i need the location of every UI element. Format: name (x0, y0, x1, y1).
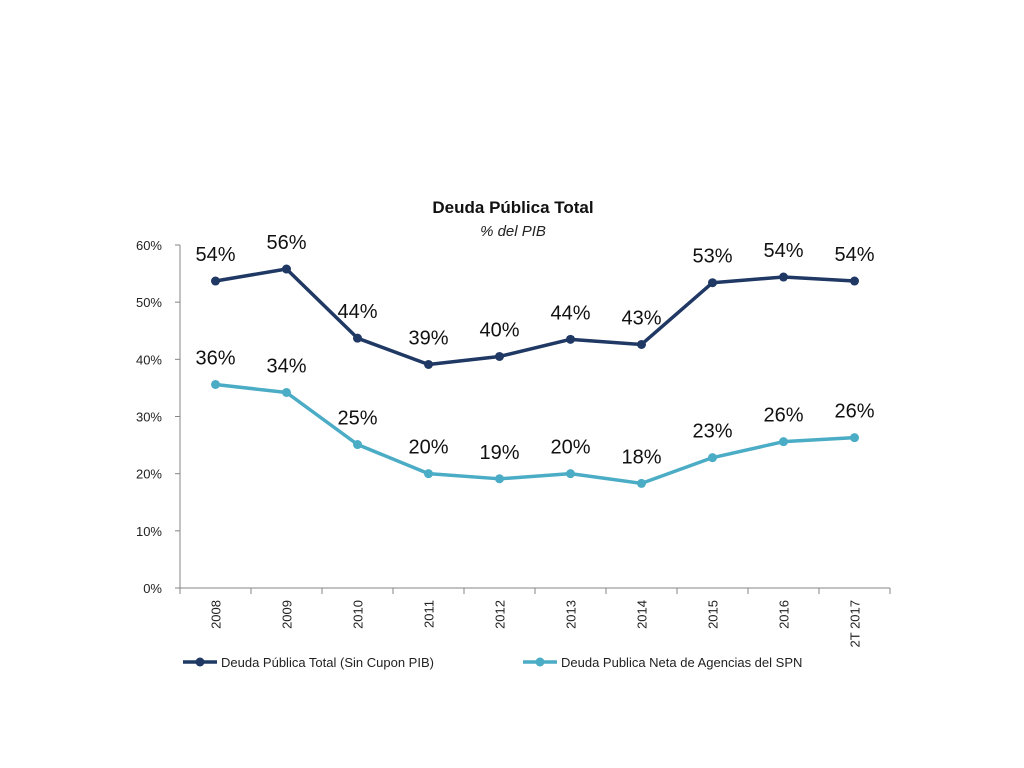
data-label: 20% (408, 437, 448, 459)
data-point (779, 437, 788, 447)
data-label: 44% (550, 302, 590, 324)
series-line-1 (213, 267, 857, 367)
x-tick-label: 2011 (422, 600, 437, 628)
y-tick-label: 10% (136, 524, 162, 539)
series-line-2 (213, 382, 857, 486)
data-point (211, 276, 220, 286)
data-label: 43% (621, 307, 661, 329)
data-point (353, 333, 362, 343)
data-label: 36% (195, 347, 235, 369)
chart-title: Deuda Pública Total (432, 198, 593, 217)
x-tick-label: 2016 (777, 600, 792, 629)
y-tick-label: 50% (136, 295, 162, 310)
data-label: 44% (337, 301, 377, 323)
x-tick-label: 2013 (564, 600, 579, 629)
y-axis: 0% 10% 20% 30% 40% 50% 60% (136, 238, 181, 596)
data-label: 23% (692, 421, 732, 443)
legend-swatch-marker (195, 657, 205, 667)
x-tick-label: 2010 (351, 600, 366, 629)
x-tick-label: 2015 (706, 600, 721, 629)
data-label: 56% (266, 232, 306, 254)
data-point (495, 474, 504, 484)
x-tick-label: 2008 (209, 600, 224, 629)
data-label: 26% (834, 401, 874, 423)
data-point (708, 278, 717, 288)
data-point (850, 276, 859, 286)
x-tick-label: 2012 (493, 600, 508, 629)
y-tick-label: 40% (136, 352, 162, 367)
data-point (779, 272, 788, 282)
data-label: 34% (266, 355, 306, 377)
data-label: 40% (479, 319, 519, 341)
data-point (495, 351, 504, 361)
data-point (424, 359, 433, 369)
legend-swatch-marker (535, 657, 545, 667)
data-point (424, 469, 433, 479)
data-point (708, 453, 717, 463)
data-label: 39% (408, 327, 448, 349)
legend-label: Deuda Pública Total (Sin Cupon PIB) (221, 655, 434, 670)
data-point (211, 379, 220, 389)
data-label: 54% (763, 240, 803, 262)
y-tick-label: 60% (136, 238, 162, 253)
data-label: 53% (692, 246, 732, 268)
data-point (282, 387, 291, 397)
chart-subtitle: % del PIB (480, 223, 546, 240)
legend-label: Deuda Publica Neta de Agencias del SPN (561, 655, 802, 670)
y-tick-label: 20% (136, 467, 162, 482)
data-point (637, 339, 646, 349)
data-point (850, 433, 859, 443)
data-label: 54% (195, 244, 235, 266)
data-point (353, 440, 362, 450)
x-axis: 2008 2009 2010 2011 2012 2013 2014 2015 2016 2T 2… (179, 587, 891, 647)
data-point (566, 469, 575, 479)
legend: Deuda Pública Total (Sin Cupon PIB) Deuda… (183, 655, 802, 670)
y-tick-label: 30% (136, 410, 162, 425)
data-label: 25% (337, 408, 377, 430)
data-label: 20% (550, 437, 590, 459)
x-tick-label: 2009 (280, 600, 295, 629)
y-tick-label: 0% (143, 581, 162, 596)
data-point (637, 478, 646, 488)
data-point (282, 264, 291, 274)
data-label: 26% (763, 405, 803, 427)
plot-area: 54% 56% 44% 39% 40% 44% 43% 53% 54% 54% 36% 34% 25% 2… (195, 232, 875, 488)
x-tick-label: 2014 (635, 600, 650, 629)
data-label: 54% (834, 244, 874, 266)
data-point (566, 334, 575, 344)
data-label: 19% (479, 442, 519, 464)
data-label: 18% (621, 446, 661, 468)
x-tick-label: 2T 2017 (848, 600, 863, 647)
